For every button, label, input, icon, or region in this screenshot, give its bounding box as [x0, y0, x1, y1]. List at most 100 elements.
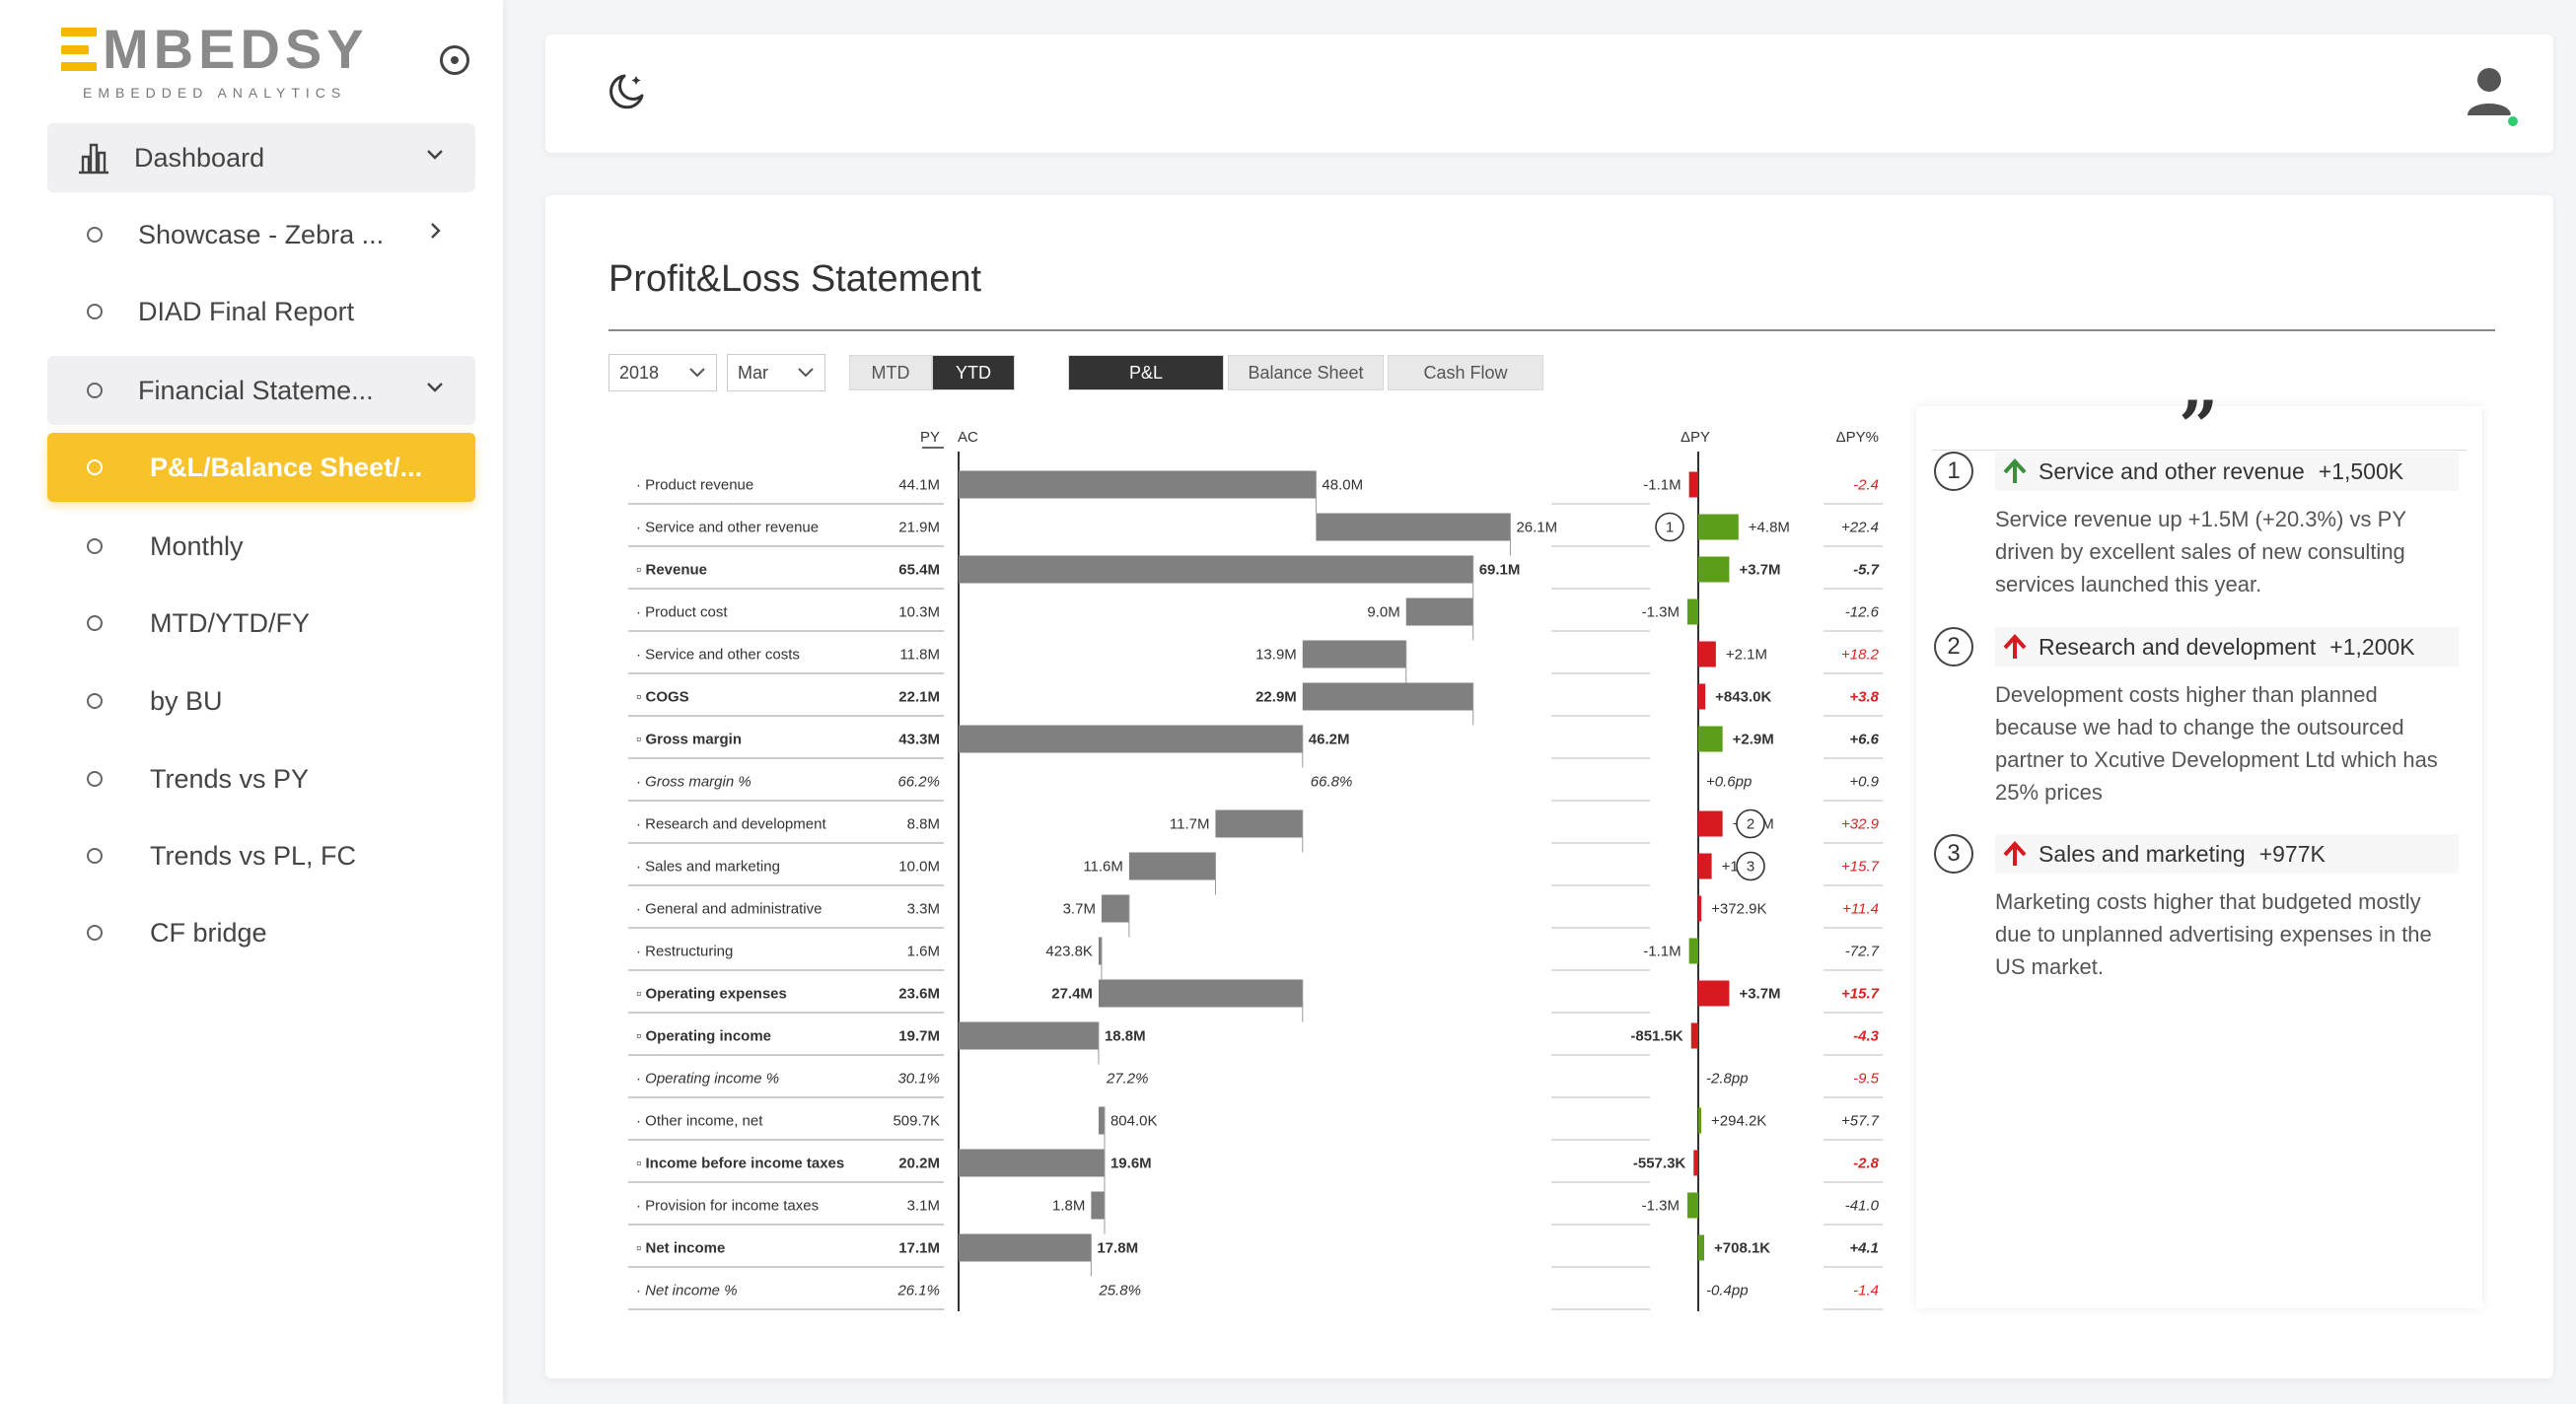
dpy-bar: [1688, 471, 1698, 498]
dpy-bar: [1698, 980, 1730, 1007]
ac-value: 27.4M: [1051, 986, 1093, 1003]
comment-title: Sales and marketing: [2039, 840, 2246, 867]
dpy-value: +0.6pp: [1706, 774, 1752, 791]
ac-bar: [1215, 809, 1303, 838]
sidebar-item-trends-vs-py[interactable]: Trends vs PY: [47, 744, 475, 813]
sidebar-item-pl-balance-sheet[interactable]: P&L/Balance Sheet/...: [47, 433, 475, 502]
moon-icon[interactable]: [605, 70, 648, 113]
month-value: Mar: [738, 362, 768, 383]
dpy-value: +4.8M: [1749, 520, 1790, 536]
ac-value: 19.6M: [1110, 1156, 1152, 1172]
ac-bar: [1316, 513, 1511, 541]
main-card: Profit&Loss Statement 2018 Mar MTD YTD P…: [545, 195, 2553, 1378]
sidebar-item-by-bu[interactable]: by BU: [47, 667, 475, 736]
row-label: · Product cost: [636, 604, 728, 621]
row-label: · Net income %: [636, 1283, 738, 1299]
sidebar-item-mtd-ytd-fy[interactable]: MTD/YTD/FY: [47, 589, 475, 658]
mtd-toggle[interactable]: MTD: [849, 355, 932, 390]
ac-bar: [959, 1149, 1105, 1177]
year-select[interactable]: 2018: [608, 354, 717, 391]
sidebar-item-dashboard[interactable]: Dashboard: [47, 123, 475, 192]
py-value: 10.0M: [898, 859, 940, 876]
tab-balance-sheet[interactable]: Balance Sheet: [1228, 355, 1384, 390]
comment-marker-icon: [1736, 851, 1765, 881]
comment-marker-number: 1: [1666, 520, 1674, 536]
circle-bullet-icon: [87, 383, 103, 398]
comment-body: Service revenue up +1.5M (+20.3%) vs PY …: [1995, 507, 2406, 597]
ac-value: 66.8%: [1311, 774, 1353, 791]
dpy-pct-value: +6.6: [1849, 732, 1879, 748]
sidebar-item-showcase[interactable]: Showcase - Zebra ...: [47, 200, 475, 269]
year-value: 2018: [619, 362, 660, 383]
ac-bar: [1091, 1191, 1105, 1220]
dpy-pct-value: +0.9: [1849, 774, 1879, 791]
comment-marker-icon: [1655, 512, 1684, 542]
ac-value: 25.8%: [1098, 1283, 1141, 1299]
sidebar-item-label: MTD/YTD/FY: [150, 607, 310, 638]
py-value: 17.1M: [898, 1240, 940, 1257]
dpy-bar: [1686, 598, 1698, 625]
py-value: 8.8M: [907, 816, 940, 833]
sidebar-toggle-button[interactable]: [440, 45, 469, 75]
row-label: ▫ Income before income taxes: [636, 1156, 844, 1172]
sidebar-item-financial-statements[interactable]: Financial Stateme...: [47, 356, 475, 425]
circle-bullet-icon: [87, 459, 103, 475]
row-label: ▫ Operating expenses: [636, 986, 787, 1003]
sidebar-item-cf-bridge[interactable]: CF bridge: [47, 898, 475, 967]
sidebar-item-monthly[interactable]: Monthly: [47, 512, 475, 581]
ac-bar: [959, 470, 1317, 499]
py-value: 30.1%: [897, 1071, 940, 1088]
comment-header: Service and other revenue +1,500K: [1995, 452, 2459, 491]
tab-pl[interactable]: P&L: [1068, 355, 1224, 390]
circle-bullet-icon: [87, 925, 103, 941]
sidebar: MBEDSY EMBEDDED ANALYTICS Dashboard Show…: [0, 0, 503, 1404]
dpy-value: -1.1M: [1643, 477, 1681, 494]
online-status-icon: [2506, 114, 2520, 128]
row-label: · General and administrative: [636, 901, 822, 918]
tab-cash-flow[interactable]: Cash Flow: [1388, 355, 1543, 390]
dpy-value: -851.5K: [1630, 1028, 1683, 1045]
dpy-pct-value: -4.3: [1853, 1028, 1880, 1045]
dpy-value: -2.8pp: [1706, 1071, 1749, 1088]
dpy-header: ΔPY: [1681, 429, 1710, 446]
row-label: · Other income, net: [636, 1113, 763, 1130]
ac-bar: [1405, 597, 1473, 626]
ac-value: 804.0K: [1110, 1113, 1158, 1130]
dpy-value: +3.7M: [1739, 562, 1780, 579]
ytd-toggle[interactable]: YTD: [932, 355, 1015, 390]
ac-bar: [959, 725, 1303, 753]
dpy-bar: [1698, 683, 1706, 710]
sidebar-item-label: P&L/Balance Sheet/...: [150, 452, 423, 482]
dpy-pct-value: -2.8: [1853, 1156, 1880, 1172]
pl-chart: PY AC ΔPY ΔPY% · Product revenue 44.1M 48.0M -1…: [628, 429, 1883, 1311]
chevron-down-icon: [689, 368, 705, 378]
month-select[interactable]: Mar: [727, 354, 825, 391]
logo[interactable]: MBEDSY EMBEDDED ANALYTICS: [61, 22, 369, 101]
row-label: · Product revenue: [636, 477, 753, 494]
radio-dot-icon: [451, 56, 459, 64]
comment-number: 2: [1934, 627, 1973, 667]
row-label: ▫ Revenue: [636, 562, 707, 579]
ac-value: 26.1M: [1516, 520, 1557, 536]
py-value: 3.3M: [907, 901, 940, 918]
chevron-down-icon: [427, 150, 443, 160]
sidebar-item-diad-final-report[interactable]: DIAD Final Report: [47, 277, 475, 346]
ac-value: 17.8M: [1097, 1240, 1138, 1257]
dpy-bar: [1693, 1150, 1698, 1176]
ac-value: 27.2%: [1106, 1071, 1149, 1088]
user-avatar-button[interactable]: [2465, 64, 2520, 128]
comment-marker-number: 3: [1747, 859, 1754, 876]
dpy-pct-value: +22.4: [1841, 520, 1879, 536]
sidebar-item-label: by BU: [150, 685, 223, 716]
row-label: · Service and other costs: [636, 647, 800, 664]
ac-bar: [1101, 894, 1129, 923]
dpy-pct-value: +11.4: [1842, 901, 1879, 918]
dpy-bar: [1698, 853, 1712, 879]
py-value: 23.6M: [898, 986, 940, 1003]
sidebar-item-trends-vs-pl-fc[interactable]: Trends vs PL, FC: [47, 821, 475, 890]
dpy-pct-value: +32.9: [1841, 816, 1880, 833]
sidebar-item-label: Showcase - Zebra ...: [138, 219, 385, 249]
dpy-bar: [1698, 895, 1702, 922]
ac-value: 9.0M: [1367, 604, 1399, 621]
dpy-pct-value: +18.2: [1841, 647, 1880, 664]
